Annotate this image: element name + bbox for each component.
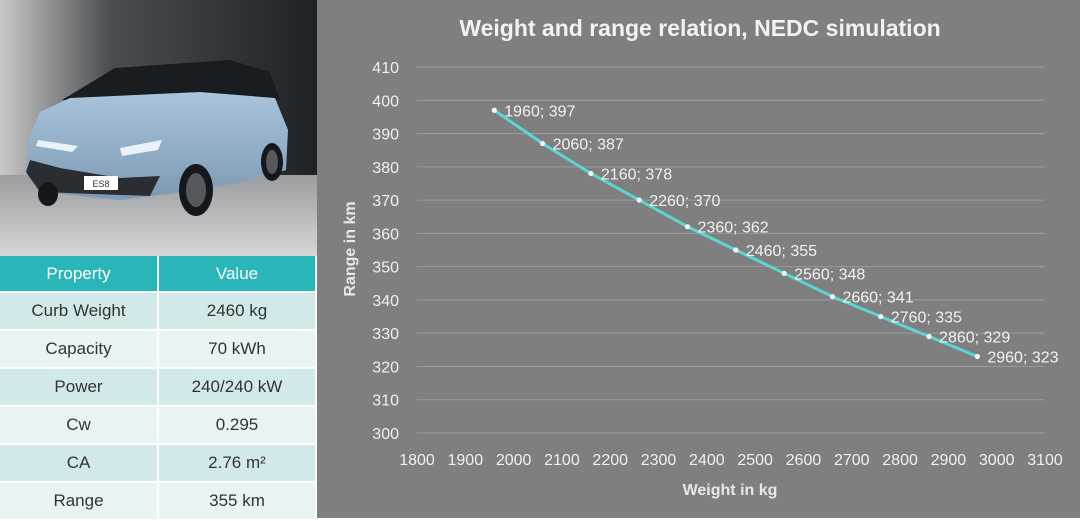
data-point bbox=[733, 247, 739, 253]
value-cell: 240/240 kW bbox=[158, 368, 317, 407]
data-point bbox=[829, 293, 836, 300]
x-tick-label: 1800 bbox=[399, 452, 435, 469]
x-tick-label: 2000 bbox=[496, 452, 532, 469]
property-cell: Range bbox=[0, 482, 159, 521]
table-row: Curb Weight 2460 kg bbox=[0, 292, 317, 331]
x-tick-label: 2800 bbox=[882, 452, 918, 469]
property-cell: Power bbox=[0, 368, 159, 407]
y-tick-label: 300 bbox=[372, 426, 399, 443]
x-tick-label: 2200 bbox=[592, 452, 628, 469]
grid-layer bbox=[417, 66, 1045, 434]
x-tick-label: 2400 bbox=[689, 452, 725, 469]
series-layer bbox=[491, 107, 980, 360]
chart-panel: Weight and range relation, NEDC simulati… bbox=[317, 0, 1080, 518]
data-label: 2360; 362 bbox=[698, 220, 769, 237]
tick-layer: 300 310 320 330 340 350 360 370 380 390 400 410 1800… bbox=[372, 60, 1063, 469]
data-point bbox=[974, 353, 980, 360]
y-tick-label: 370 bbox=[372, 193, 399, 210]
value-cell: 70 kWh bbox=[158, 330, 317, 369]
x-tick-label: 3000 bbox=[979, 452, 1015, 469]
header-value: Value bbox=[158, 256, 317, 293]
y-tick-label: 340 bbox=[372, 293, 399, 310]
data-point bbox=[781, 270, 787, 276]
y-tick-label: 380 bbox=[372, 160, 399, 177]
y-tick-label: 400 bbox=[372, 93, 399, 110]
property-cell: Curb Weight bbox=[0, 292, 159, 331]
table-row: Capacity 70 kWh bbox=[0, 330, 317, 369]
table-row: Power 240/240 kW bbox=[0, 368, 317, 407]
data-point bbox=[684, 224, 691, 230]
y-tick-label: 320 bbox=[372, 359, 399, 376]
label-layer: 1960; 397 2060; 387 2160; 378 2260; 370 2360… bbox=[504, 103, 1058, 366]
x-tick-label: 2900 bbox=[931, 452, 967, 469]
data-point bbox=[588, 170, 594, 177]
table-header-row: Property Value bbox=[0, 256, 317, 293]
data-label: 2860; 329 bbox=[939, 330, 1010, 347]
data-label: 2160; 378 bbox=[601, 166, 672, 183]
y-axis-label: Range in km bbox=[342, 201, 359, 296]
y-tick-label: 390 bbox=[372, 127, 399, 144]
data-point bbox=[878, 313, 884, 320]
x-tick-label: 2500 bbox=[737, 452, 773, 469]
x-tick-label: 2300 bbox=[641, 452, 677, 469]
y-tick-label: 350 bbox=[372, 260, 399, 277]
car-badge: ES8 bbox=[92, 179, 109, 189]
chart-title: Weight and range relation, NEDC simulati… bbox=[459, 15, 940, 41]
value-cell: 2.76 m² bbox=[158, 444, 317, 483]
weight-range-chart: Weight and range relation, NEDC simulati… bbox=[342, 15, 1063, 499]
property-cell: Capacity bbox=[0, 330, 159, 369]
table-row: CA 2.76 m² bbox=[0, 444, 317, 483]
x-tick-label: 2700 bbox=[834, 452, 870, 469]
x-tick-label: 2600 bbox=[786, 452, 822, 469]
data-point bbox=[926, 333, 932, 340]
car-illustration: ES8 bbox=[0, 0, 317, 256]
value-cell: 2460 kg bbox=[158, 292, 317, 331]
x-tick-label: 2100 bbox=[544, 452, 580, 469]
y-tick-label: 360 bbox=[372, 226, 399, 243]
value-cell: 0.295 bbox=[158, 406, 317, 445]
data-point bbox=[540, 140, 546, 147]
table-row: Cw 0.295 bbox=[0, 406, 317, 445]
x-tick-label: 3100 bbox=[1027, 452, 1063, 469]
data-label: 2060; 387 bbox=[553, 137, 624, 154]
property-cell: CA bbox=[0, 444, 159, 483]
car-photo: ES8 bbox=[0, 0, 317, 256]
data-label: 1960; 397 bbox=[504, 103, 575, 120]
data-point bbox=[636, 197, 642, 203]
data-label: 2660; 341 bbox=[842, 290, 913, 307]
data-label: 2460; 355 bbox=[746, 243, 817, 260]
x-tick-label: 1900 bbox=[448, 452, 484, 469]
table-row: Range 355 km bbox=[0, 482, 317, 521]
properties-table: Property Value Curb Weight 2460 kg Capac… bbox=[0, 256, 317, 521]
data-label: 2260; 370 bbox=[649, 193, 720, 210]
y-tick-label: 410 bbox=[372, 60, 399, 77]
y-tick-label: 310 bbox=[372, 393, 399, 410]
header-property: Property bbox=[0, 256, 159, 293]
value-cell: 355 km bbox=[158, 482, 317, 521]
data-label: 2960; 323 bbox=[987, 349, 1058, 366]
y-tick-label: 330 bbox=[372, 326, 399, 343]
property-cell: Cw bbox=[0, 406, 159, 445]
data-label: 2560; 348 bbox=[794, 266, 865, 283]
x-axis-label: Weight in kg bbox=[683, 482, 778, 499]
data-label: 2760; 335 bbox=[891, 310, 962, 327]
data-point bbox=[491, 107, 497, 113]
